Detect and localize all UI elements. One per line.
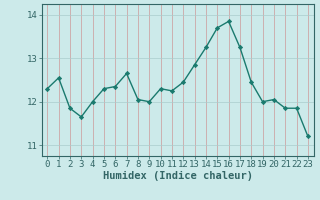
X-axis label: Humidex (Indice chaleur): Humidex (Indice chaleur) (103, 171, 252, 181)
